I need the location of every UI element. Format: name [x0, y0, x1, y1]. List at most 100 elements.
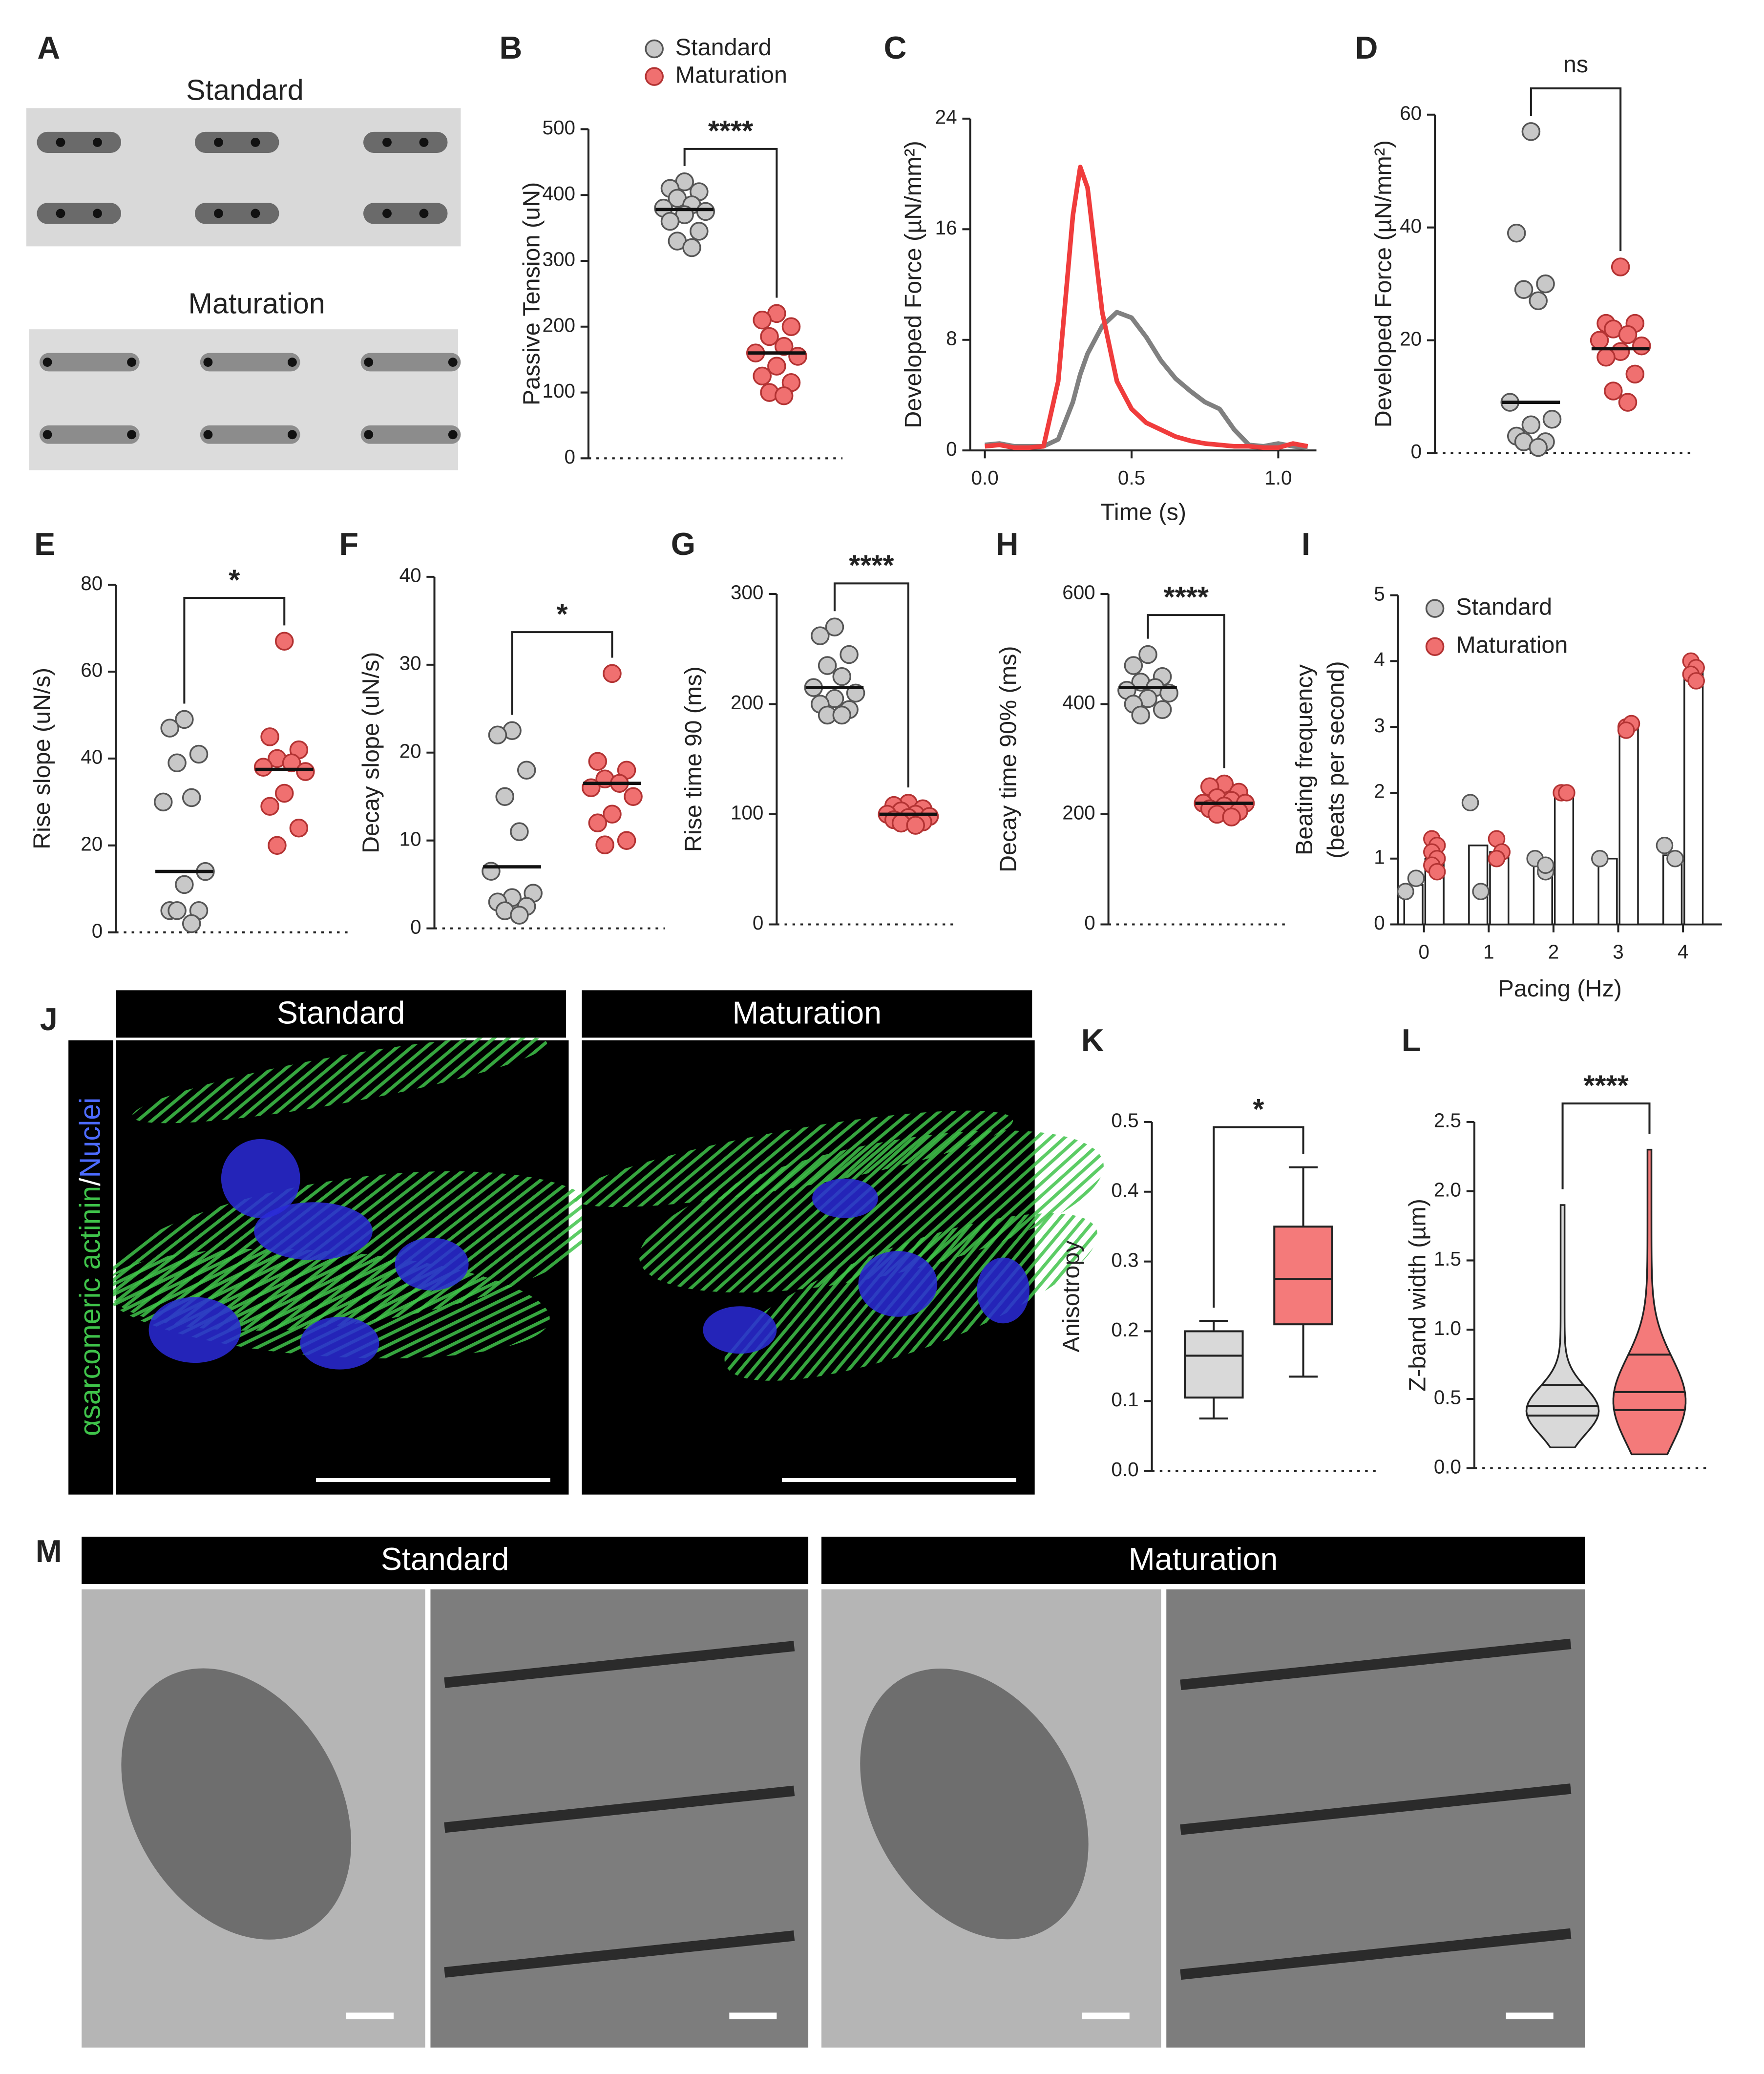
y-tick-label: 2.0	[1434, 1178, 1461, 1201]
data-point	[510, 822, 529, 841]
electron-micrograph	[1166, 1589, 1585, 2048]
data-point	[1536, 856, 1554, 874]
y-tick-label: 400	[542, 182, 575, 205]
tissue	[360, 425, 461, 444]
data-point	[168, 753, 187, 773]
data-point	[1618, 393, 1638, 412]
significance-label: ****	[1164, 580, 1209, 613]
data-point	[1529, 291, 1548, 311]
z-line	[1180, 1638, 1572, 1691]
data-point	[1625, 364, 1645, 384]
post	[203, 358, 213, 367]
data-point	[1153, 700, 1172, 720]
data-point	[1656, 837, 1674, 854]
image-title: Standard	[381, 1541, 509, 1577]
stain-label-bg	[68, 1040, 113, 1495]
significance-bracket	[183, 597, 286, 704]
data-point	[153, 792, 173, 812]
y-tick-label: 5	[1374, 582, 1385, 605]
tissue	[200, 425, 300, 444]
photo	[29, 329, 459, 470]
significance-label: *	[229, 563, 240, 596]
data-point	[788, 347, 807, 366]
data-point	[825, 617, 844, 636]
post	[448, 358, 458, 367]
nucleus	[977, 1257, 1029, 1324]
y-tick-label: 1.5	[1434, 1248, 1461, 1270]
data-point	[818, 656, 837, 675]
cell	[121, 1668, 352, 1940]
data-point	[906, 816, 925, 835]
panel-letter: A	[37, 30, 60, 65]
post	[419, 137, 429, 147]
data-point	[296, 762, 315, 781]
data-point	[682, 238, 701, 257]
x-tick-label: 2	[1548, 941, 1559, 963]
y-tick-label: 500	[542, 116, 575, 139]
data-point	[175, 710, 194, 729]
tissue	[39, 353, 140, 372]
panel-letter: D	[1355, 30, 1378, 65]
data-point	[1604, 381, 1623, 401]
header-bar	[82, 1536, 809, 1584]
nucleus	[395, 1238, 469, 1291]
data-point	[1407, 869, 1425, 887]
bar	[1683, 670, 1704, 926]
data-point	[1632, 336, 1651, 356]
y-tick-label: 0	[753, 911, 763, 934]
significance-bracket	[833, 582, 909, 788]
data-point	[510, 906, 529, 925]
significance-bracket	[1147, 614, 1225, 768]
legend-label: Maturation	[675, 62, 787, 88]
data-point	[1472, 883, 1490, 900]
data-point	[696, 202, 715, 221]
z-line	[1180, 1783, 1572, 1835]
y-tick-label: 0.5	[1111, 1109, 1138, 1132]
y-tick-label: 10	[399, 827, 421, 850]
image-title: Maturation	[1129, 1541, 1278, 1577]
image-decorations	[26, 108, 1585, 2048]
y-tick-label: 100	[542, 380, 575, 402]
significance-label: ****	[849, 549, 894, 582]
data-point	[517, 761, 536, 780]
bar	[1618, 726, 1639, 926]
y-tick-label: 80	[81, 572, 103, 594]
y-tick-label: 2	[1374, 780, 1385, 803]
y-tick-label: 60	[81, 659, 103, 681]
tissue	[37, 131, 121, 153]
trace	[985, 165, 1308, 450]
data-point	[282, 753, 301, 773]
data-point	[182, 788, 201, 807]
data-point	[760, 327, 779, 346]
data-point	[1687, 672, 1705, 690]
tissue	[37, 203, 121, 224]
data-point	[1521, 122, 1541, 141]
tissue	[200, 353, 300, 372]
nucleus	[254, 1202, 373, 1260]
y-tick-label: 100	[731, 802, 763, 824]
data-point	[1138, 645, 1157, 664]
data-point	[253, 758, 273, 777]
post	[251, 137, 260, 147]
y-tick-label: 30	[399, 652, 421, 675]
data-point	[774, 386, 794, 405]
significance-bracket	[683, 148, 778, 298]
x-axis-label: Time (s)	[1100, 499, 1186, 525]
z-line	[444, 1785, 795, 1833]
y-tick-label: 0	[946, 438, 957, 460]
panel-letter: E	[34, 526, 55, 562]
header-bar	[582, 990, 1032, 1038]
data-point	[767, 357, 786, 376]
y-tick-label: 40	[1400, 214, 1422, 237]
y-tick-label: 0.5	[1434, 1386, 1461, 1409]
x-axis-label: Pacing (Hz)	[1498, 975, 1622, 1002]
significance-bracket	[511, 631, 613, 715]
nucleus	[703, 1306, 777, 1354]
tissue	[363, 131, 448, 153]
y-axis-label: Anisotropy	[1058, 1240, 1085, 1353]
nucleus	[148, 1297, 241, 1363]
data-point	[1617, 721, 1635, 739]
panel-letter: G	[671, 526, 695, 562]
data-point	[1514, 280, 1533, 299]
